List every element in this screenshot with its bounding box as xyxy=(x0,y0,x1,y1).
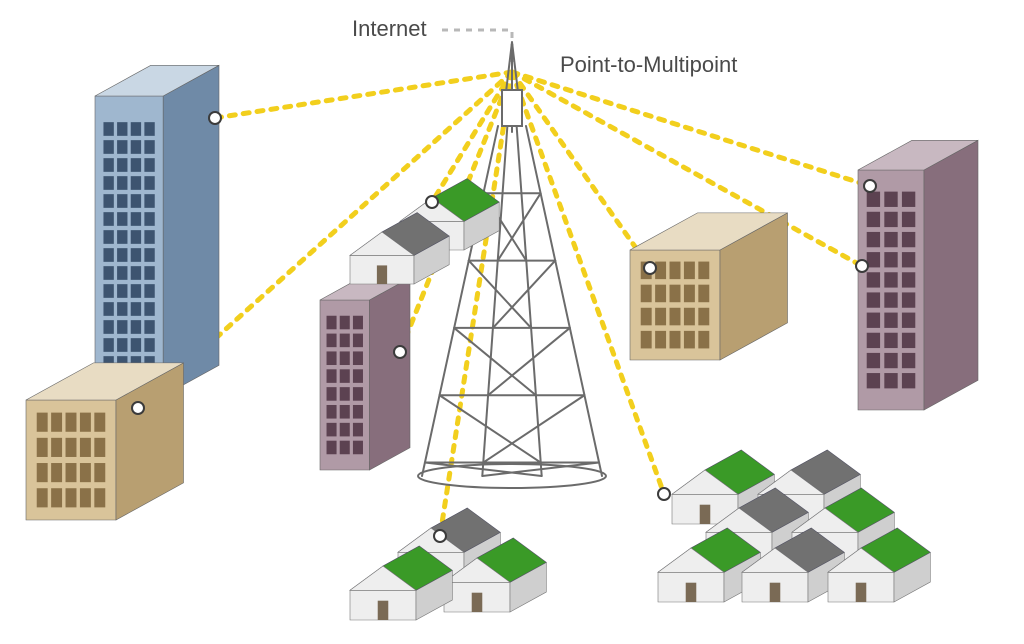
antenna-dot-office-tan-mid xyxy=(643,261,657,275)
building-house-c2 xyxy=(758,450,860,524)
signal-rays xyxy=(138,72,870,536)
svg-overlay xyxy=(0,0,1024,644)
diagram-stage: Internet Point-to-Multipoint xyxy=(0,0,1024,644)
antenna-dot-office-tan-left xyxy=(131,401,145,415)
building-house-c6 xyxy=(742,528,844,602)
antenna-dot-house-cluster-a xyxy=(425,195,439,209)
building-skyscraper-blue xyxy=(95,65,219,396)
building-tower-purple-right xyxy=(858,140,978,410)
building-house-b3 xyxy=(350,546,452,620)
building-house-c5 xyxy=(658,528,760,602)
buildings xyxy=(26,65,978,620)
tower-icon xyxy=(418,42,606,488)
building-office-tan-mid xyxy=(630,213,788,360)
antenna-dot-skyscraper-blue xyxy=(208,111,222,125)
antenna-dot-house-cluster-b xyxy=(433,529,447,543)
building-house-b1 xyxy=(398,508,500,582)
label-internet: Internet xyxy=(352,18,427,40)
antenna-dot-tower-purple-right xyxy=(855,259,869,273)
building-house-c4 xyxy=(792,488,894,562)
label-title: Point-to-Multipoint xyxy=(560,54,737,76)
antenna-dot-tower-purple-left xyxy=(393,345,407,359)
building-tower-purple-left xyxy=(320,278,410,470)
building-house-a1 xyxy=(400,179,499,250)
building-house-c7 xyxy=(828,528,930,602)
building-house-c3 xyxy=(706,488,808,562)
building-office-tan-left xyxy=(26,363,184,520)
antenna-dot-tower-purple-right2 xyxy=(863,179,877,193)
building-house-b2 xyxy=(444,538,546,612)
antenna-dot-house-cluster-c xyxy=(657,487,671,501)
building-house-a2 xyxy=(350,213,449,284)
building-house-c1 xyxy=(672,450,774,524)
